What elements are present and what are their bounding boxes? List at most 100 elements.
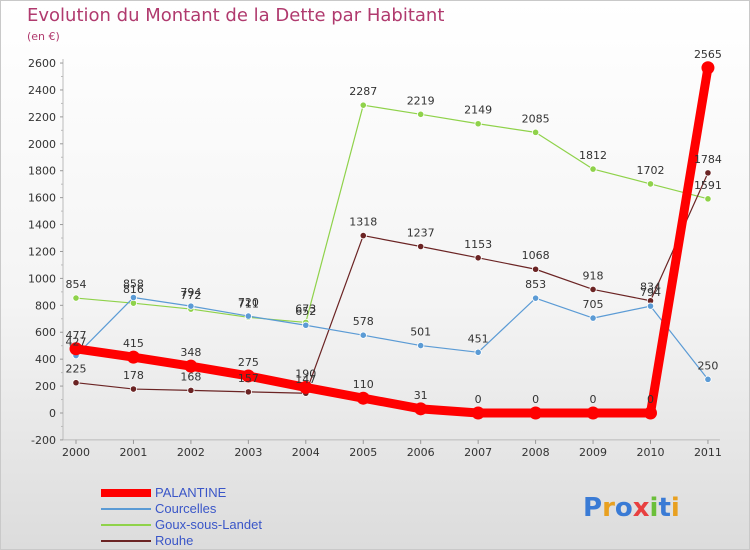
data-point — [589, 314, 597, 322]
data-point — [586, 406, 600, 420]
y-tick-label: 2000 — [28, 138, 56, 151]
data-label: 147 — [295, 373, 316, 386]
y-tick-label: 2600 — [28, 57, 56, 70]
legend-label-courcelles: Courcelles — [155, 501, 217, 516]
data-point — [129, 385, 138, 393]
data-label: 427 — [66, 336, 87, 349]
series-line-courcelles — [75, 296, 709, 380]
y-tick-label: 1400 — [28, 219, 56, 232]
data-point — [704, 195, 712, 203]
y-tick-label: 0 — [49, 407, 56, 420]
data-label: 578 — [353, 315, 374, 328]
y-tick-label: 1600 — [28, 192, 56, 205]
data-label: 816 — [123, 283, 144, 296]
data-point — [417, 242, 425, 251]
data-label: 168 — [180, 370, 201, 383]
data-label: 178 — [123, 369, 144, 382]
data-label: 157 — [238, 372, 259, 385]
y-tick-label: 1000 — [28, 272, 56, 285]
data-label: 501 — [410, 326, 431, 339]
data-label: 275 — [238, 356, 259, 369]
data-label: 110 — [353, 378, 374, 391]
data-point — [69, 342, 83, 356]
chart-title: Evolution du Montant de la Dette par Hab… — [27, 5, 445, 26]
proxiti-logo: Proxiti — [583, 493, 680, 523]
data-label: 0 — [590, 393, 597, 406]
data-label: 854 — [66, 278, 87, 291]
data-label: 1237 — [407, 226, 435, 239]
data-point — [187, 386, 195, 394]
data-label: 794 — [180, 286, 201, 299]
data-point — [72, 379, 80, 387]
data-point — [531, 128, 540, 136]
data-label: 2149 — [464, 104, 492, 117]
x-tick-label: 2010 — [637, 446, 665, 459]
series-line-rouhe — [75, 172, 709, 394]
data-label: 1784 — [694, 153, 722, 166]
y-tick-label: 2200 — [28, 111, 56, 124]
data-label: 772 — [180, 289, 201, 302]
data-label: 858 — [123, 278, 144, 291]
data-point — [471, 406, 485, 420]
data-label: 190 — [295, 367, 316, 380]
data-point — [359, 231, 367, 240]
data-point — [417, 341, 425, 350]
data-point — [704, 169, 712, 177]
data-point — [417, 110, 425, 118]
y-tick-label: 2400 — [28, 84, 56, 97]
data-label: 31 — [414, 389, 428, 402]
x-tick-label: 2009 — [579, 446, 607, 459]
y-tick-label: 1200 — [28, 245, 56, 258]
data-label: 652 — [295, 305, 316, 318]
data-point — [589, 285, 597, 294]
y-tick-label: 1800 — [28, 165, 56, 178]
x-tick-label: 2000 — [62, 446, 90, 459]
data-point — [302, 321, 310, 329]
data-label: 673 — [295, 302, 316, 315]
data-label: 1068 — [522, 249, 550, 262]
data-point — [184, 359, 198, 373]
data-point — [531, 294, 540, 302]
data-point — [529, 406, 543, 420]
data-point — [359, 331, 367, 339]
data-label: 1702 — [637, 164, 665, 177]
data-label: 853 — [525, 278, 546, 291]
data-label: 1318 — [349, 216, 377, 229]
data-point — [356, 391, 370, 405]
data-label: 2085 — [522, 112, 550, 125]
data-point — [299, 380, 313, 394]
data-point — [72, 294, 80, 302]
data-label: 2565 — [694, 48, 722, 61]
legend-label-goux: Goux-sous-Landet — [155, 517, 262, 532]
series-line-goux-sous-landet — [75, 104, 709, 324]
data-label: 0 — [532, 393, 539, 406]
data-label: 918 — [583, 269, 604, 282]
data-point — [187, 302, 195, 310]
y-tick-label: -200 — [31, 434, 56, 447]
data-label: 415 — [123, 337, 144, 350]
y-tick-label: 600 — [35, 326, 56, 339]
legend-swatch-palantine — [101, 489, 151, 497]
data-label: 477 — [66, 329, 87, 342]
data-label: 0 — [475, 393, 482, 406]
legend-swatch-goux — [101, 524, 151, 526]
data-point — [126, 350, 140, 364]
legend-swatch-courcelles — [101, 508, 151, 510]
data-point — [474, 254, 482, 262]
data-point — [646, 302, 655, 310]
data-point — [474, 120, 482, 128]
data-point — [589, 165, 597, 173]
data-label: 705 — [583, 298, 604, 311]
data-point — [244, 312, 252, 320]
data-point — [129, 293, 138, 302]
x-tick-label: 2011 — [694, 446, 722, 459]
data-label: 250 — [697, 359, 718, 372]
x-tick-label: 2002 — [177, 446, 205, 459]
x-tick-label: 2008 — [522, 446, 550, 459]
y-tick-label: 400 — [35, 353, 56, 366]
data-point — [646, 180, 655, 188]
data-point — [701, 61, 715, 75]
y-tick-label: 200 — [35, 380, 56, 393]
